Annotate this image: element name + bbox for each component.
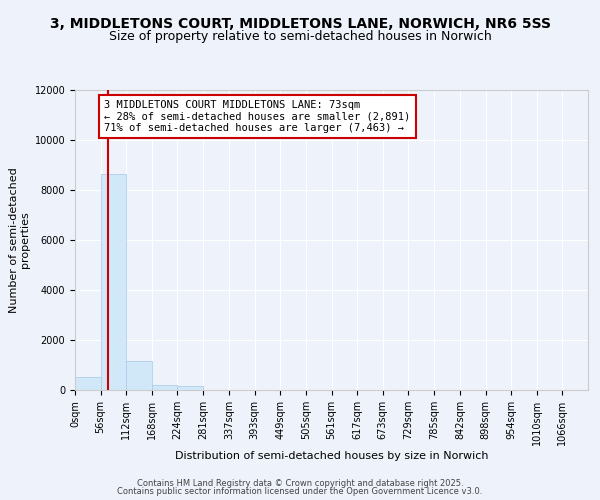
Bar — [178, 386, 203, 390]
Text: Size of property relative to semi-detached houses in Norwich: Size of property relative to semi-detach… — [109, 30, 491, 43]
Text: 3, MIDDLETONS COURT, MIDDLETONS LANE, NORWICH, NR6 5SS: 3, MIDDLETONS COURT, MIDDLETONS LANE, NO… — [49, 18, 551, 32]
Bar — [126, 360, 152, 390]
Y-axis label: Number of semi-detached
properties: Number of semi-detached properties — [9, 167, 31, 313]
Text: Contains public sector information licensed under the Open Government Licence v3: Contains public sector information licen… — [118, 487, 482, 496]
X-axis label: Distribution of semi-detached houses by size in Norwich: Distribution of semi-detached houses by … — [175, 450, 488, 460]
Bar — [75, 377, 101, 390]
Bar — [101, 174, 126, 390]
Text: 3 MIDDLETONS COURT MIDDLETONS LANE: 73sqm
← 28% of semi-detached houses are smal: 3 MIDDLETONS COURT MIDDLETONS LANE: 73sq… — [104, 100, 410, 133]
Bar — [152, 385, 178, 390]
Text: Contains HM Land Registry data © Crown copyright and database right 2025.: Contains HM Land Registry data © Crown c… — [137, 478, 463, 488]
